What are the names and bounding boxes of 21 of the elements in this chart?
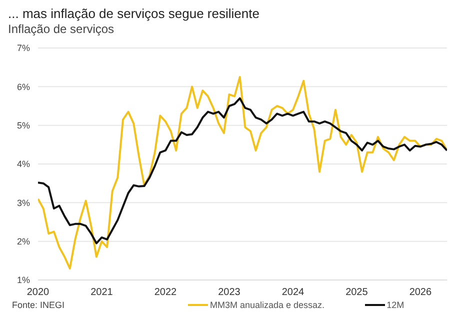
y-tick-label: 5% — [16, 120, 30, 131]
line-series — [38, 76, 447, 270]
x-tick-label: 2025 — [346, 287, 368, 298]
chart-subtitle: Inflação de serviços — [8, 22, 114, 36]
legend-label: MM3M anualizada e dessaz. — [210, 300, 325, 310]
y-tick-label: 3% — [16, 198, 30, 208]
line-series — [38, 97, 447, 244]
source-note: Fonte: INEGI — [12, 300, 65, 310]
y-tick-label: 2% — [16, 236, 30, 247]
x-tick-label: 2024 — [282, 287, 305, 298]
legend-label: 12M — [386, 300, 404, 310]
x-tick-label: 2020 — [26, 287, 50, 298]
x-tick-label: 2022 — [154, 287, 178, 298]
x-tick-label: 2023 — [218, 287, 241, 298]
y-tick-label: 7% — [16, 43, 30, 54]
y-tick-label: 1% — [16, 275, 30, 286]
x-tick-label: 2026 — [409, 287, 432, 298]
y-tick-label: 4% — [16, 159, 30, 170]
chart-title: ... mas inflação de serviços segue resiliente — [8, 6, 260, 21]
y-tick-label: 6% — [16, 82, 30, 92]
x-tick-label: 2021 — [90, 287, 114, 298]
